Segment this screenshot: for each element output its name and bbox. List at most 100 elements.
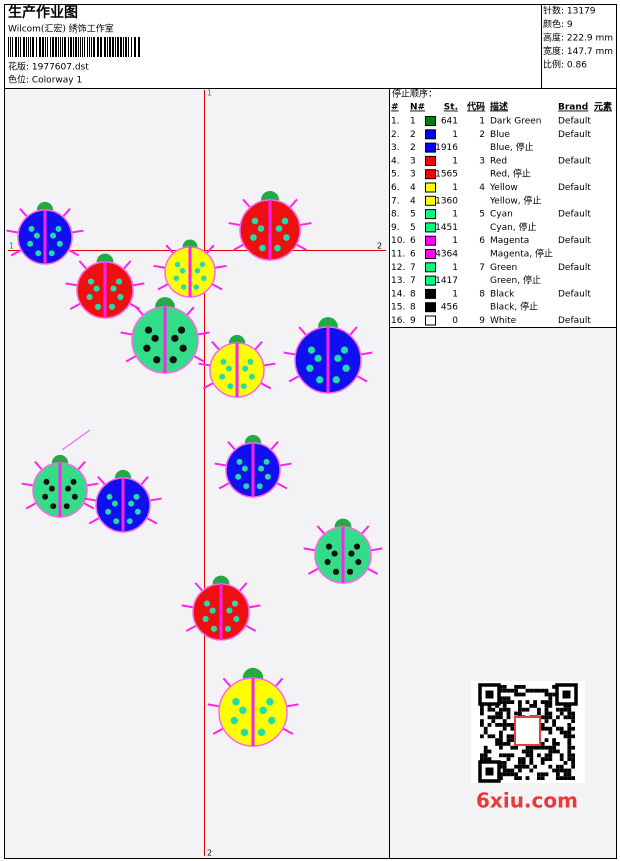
swatch — [425, 302, 436, 313]
qr-cell — [480, 753, 484, 758]
swatch — [425, 155, 436, 166]
needle: 2 — [410, 130, 416, 140]
qr-cell — [548, 749, 553, 754]
qr-cell — [548, 711, 553, 716]
qr-cell — [502, 753, 507, 758]
qr-cell — [514, 764, 518, 769]
spot — [105, 508, 112, 515]
qr-cell — [537, 707, 541, 712]
bar — [87, 37, 88, 57]
spot — [169, 356, 177, 364]
qr-cell — [552, 768, 556, 773]
row-number: 4. — [391, 156, 400, 166]
qr-cell — [499, 753, 503, 758]
bar — [18, 37, 19, 57]
bar — [120, 37, 122, 57]
bar — [36, 37, 37, 57]
row-number: 11. — [391, 250, 405, 260]
title: 生产作业图 — [8, 4, 78, 21]
spot — [324, 558, 331, 566]
needle: 7 — [410, 276, 416, 286]
bar — [39, 37, 41, 57]
qr-cell — [544, 715, 549, 720]
qr-cell — [518, 692, 522, 697]
stat: 针数: 13179 — [543, 5, 596, 17]
qr-cell — [502, 685, 507, 689]
qr-cell — [510, 772, 515, 777]
spot — [203, 600, 211, 607]
qr-cell — [518, 764, 522, 769]
column-header: St. — [444, 103, 458, 113]
qr-cell — [548, 696, 553, 701]
qr-cell — [567, 768, 572, 773]
spot — [307, 346, 316, 354]
row-number: 14. — [391, 289, 405, 299]
qr-cell — [506, 734, 511, 739]
qr-cell — [499, 734, 503, 739]
description: Yellow, 停止 — [489, 194, 541, 206]
spot — [264, 473, 271, 480]
brand: Default — [558, 236, 591, 246]
qr-cell — [502, 764, 507, 769]
spot — [316, 376, 324, 384]
qr-cell — [506, 742, 511, 746]
qr-cell — [480, 757, 484, 761]
column-header: 代码 — [466, 101, 485, 113]
spot — [325, 543, 333, 550]
spot — [332, 376, 340, 384]
qr-cell — [563, 707, 568, 712]
pattern: 花版: 1977607.dst — [8, 61, 89, 73]
qr-cell — [544, 688, 549, 693]
qr-cell — [537, 745, 541, 750]
qr-cell — [567, 757, 572, 761]
bar — [131, 37, 132, 57]
qr-cell — [525, 753, 530, 758]
qr-cell — [499, 745, 503, 750]
bar — [47, 37, 48, 57]
qr-cell — [487, 749, 492, 754]
qr-cell — [510, 688, 515, 693]
spot — [248, 373, 255, 380]
qr-cell — [525, 745, 530, 750]
brand: Default — [558, 210, 591, 220]
spot — [106, 493, 113, 500]
swatch — [425, 195, 436, 206]
row-number: 8. — [391, 210, 400, 220]
bar — [138, 37, 140, 57]
spot — [71, 493, 78, 500]
qr-cell — [495, 711, 499, 716]
qr-cell — [544, 704, 549, 708]
row-number: 9. — [391, 223, 400, 233]
spot — [111, 500, 118, 507]
spot — [108, 303, 116, 310]
bar — [123, 37, 124, 57]
qr-cell — [506, 688, 511, 693]
qr-cell — [552, 745, 556, 750]
row-number: 10. — [391, 236, 405, 246]
qr-cell — [544, 692, 549, 697]
qr-cell — [499, 700, 503, 704]
qr-cell — [483, 749, 488, 754]
description: Cyan, 停止 — [490, 221, 537, 233]
row-number: 7. — [391, 196, 400, 206]
qr-cell — [487, 734, 492, 739]
qr-cell — [563, 715, 568, 720]
qr-cell — [567, 772, 572, 777]
qr-cell — [480, 723, 484, 727]
studio: Wilcom(汇宏) 绣饰工作室 — [8, 23, 114, 35]
spot — [86, 293, 93, 301]
spot — [219, 373, 226, 380]
bar — [42, 37, 44, 57]
qr-cell — [556, 768, 560, 773]
qr-cell — [544, 757, 549, 761]
qr-cell — [556, 715, 560, 720]
qr-cell — [556, 749, 560, 754]
bar — [64, 37, 66, 57]
qr-cell — [491, 715, 496, 720]
qr-cell — [567, 726, 572, 731]
qr-cell — [533, 704, 537, 708]
swatch — [425, 222, 436, 233]
qr-cell — [499, 742, 503, 746]
spot — [193, 284, 199, 290]
needle: 5 — [410, 223, 416, 233]
